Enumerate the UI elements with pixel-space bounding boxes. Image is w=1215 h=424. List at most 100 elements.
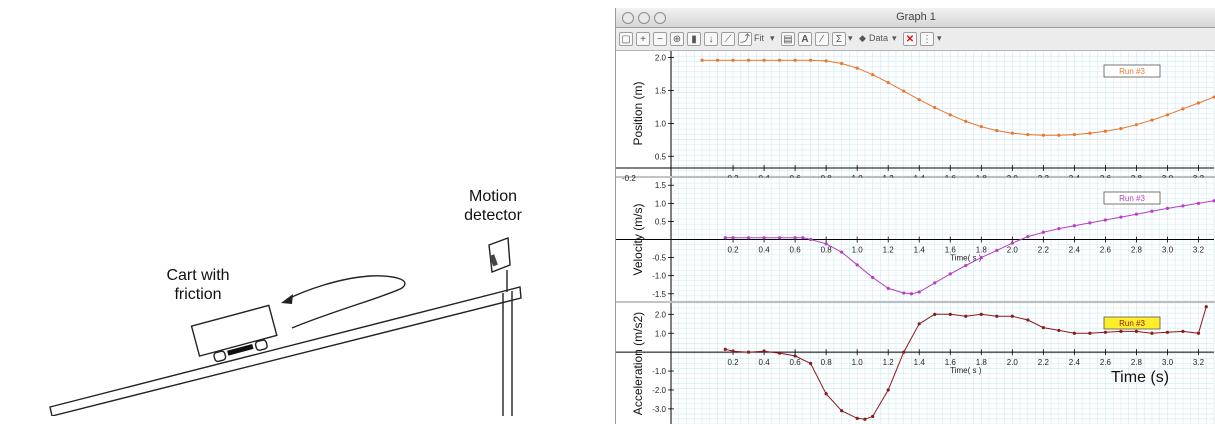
integral-icon[interactable]: Σ xyxy=(832,32,846,46)
y-axis-label: Velocity (m/s) xyxy=(631,203,645,275)
data-point xyxy=(871,275,875,280)
data-point xyxy=(933,105,937,110)
data-point xyxy=(1196,201,1201,205)
x-tick-label: 3.2 xyxy=(1193,246,1205,255)
data-point xyxy=(1057,227,1061,231)
minimize-window-button[interactable] xyxy=(638,12,650,24)
data-point xyxy=(1181,204,1185,208)
zoom-out-icon[interactable]: − xyxy=(653,32,667,46)
data-browser-icon[interactable]: ◆ xyxy=(859,33,866,43)
data-point xyxy=(979,255,983,260)
y-tick-label: 2.0 xyxy=(655,54,667,63)
graph-options-chevron-icon[interactable]: ▾ xyxy=(937,33,942,43)
data-point xyxy=(1181,329,1185,333)
window-title: Graph 1 xyxy=(896,11,936,23)
y-axis-label: Acceleration (m/s2) xyxy=(631,312,645,415)
graph-panel-1: -0.20.20.40.60.81.01.21.41.61.82.02.22.4… xyxy=(616,51,1215,191)
fit-dropdown-chevron-icon[interactable]: ▾ xyxy=(770,33,775,43)
incline-setup-drawing xyxy=(49,237,522,417)
legend-label: Run #3 xyxy=(1119,67,1145,76)
data-point xyxy=(1072,331,1076,335)
data-point xyxy=(731,236,735,240)
curve-fit-icon[interactable]: ⤴ xyxy=(738,32,752,46)
close-window-button[interactable] xyxy=(622,12,634,24)
y-tick-label: 1.0 xyxy=(655,119,667,128)
data-point xyxy=(1103,330,1107,334)
y-tick-label: 1.5 xyxy=(655,86,667,95)
data-point xyxy=(723,236,727,240)
data-point xyxy=(1204,305,1208,309)
data-point xyxy=(1119,127,1123,131)
tangent-icon[interactable]: ↓ xyxy=(704,32,718,46)
motion-detector-label: Motion detector xyxy=(464,188,522,224)
data-point xyxy=(1165,206,1170,210)
data-point xyxy=(1212,199,1215,203)
delete-icon[interactable]: ✕ xyxy=(903,32,917,46)
x-tick-label: 1.0 xyxy=(852,358,864,367)
data-dropdown-label[interactable]: Data xyxy=(869,33,889,43)
data-point xyxy=(855,416,859,420)
data-point xyxy=(964,263,968,268)
data-series-line xyxy=(725,306,1207,420)
data-point xyxy=(1119,329,1123,333)
data-point xyxy=(1103,129,1107,133)
data-point xyxy=(871,414,875,419)
data-point xyxy=(1072,132,1076,137)
data-point xyxy=(1196,331,1201,335)
fit-label[interactable]: Fit xyxy=(754,33,764,43)
data-point xyxy=(886,388,890,392)
grid-lines xyxy=(670,51,1215,177)
data-point xyxy=(1088,131,1092,135)
x-tick-label: 0.6 xyxy=(790,358,802,367)
data-point xyxy=(731,58,735,62)
data-point xyxy=(1119,215,1123,219)
x-tick-label: 0.2 xyxy=(727,246,739,255)
zoom-window-button[interactable] xyxy=(654,12,666,24)
linear-fit-icon[interactable]: ⟋ xyxy=(721,32,735,46)
direction-arrow-icon xyxy=(281,275,406,329)
y-tick-label: 1.0 xyxy=(655,199,667,208)
y-tick-label: -0.5 xyxy=(652,254,666,263)
x-tick-label: 1.4 xyxy=(914,246,926,255)
x-tick-label: 1.8 xyxy=(976,246,988,255)
text-annotation-icon[interactable]: A xyxy=(798,32,812,46)
data-point xyxy=(1010,131,1014,135)
x-tick-label: 0.4 xyxy=(759,358,771,367)
y-axis-label: Position (m) xyxy=(631,81,645,145)
x-tick-label: 2.8 xyxy=(1131,358,1143,367)
data-point xyxy=(995,248,999,252)
data-point xyxy=(1134,212,1139,216)
integral-dropdown-chevron-icon[interactable]: ▾ xyxy=(848,33,853,43)
data-point xyxy=(902,89,906,93)
zoom-in-icon[interactable]: + xyxy=(636,32,650,46)
data-point xyxy=(933,281,937,285)
data-point xyxy=(824,59,828,63)
statistics-icon[interactable]: ▤ xyxy=(781,32,795,46)
data-point xyxy=(979,312,983,316)
data-point xyxy=(917,290,921,294)
x-tick-label: 1.2 xyxy=(883,358,895,367)
data-point xyxy=(964,119,968,123)
x-tick-label: 1.6 xyxy=(945,358,957,367)
autoscale-icon[interactable]: ▢ xyxy=(619,32,633,46)
data-point xyxy=(762,236,766,240)
data-point xyxy=(1150,118,1154,122)
examine-icon[interactable]: ▮ xyxy=(687,32,701,46)
graph-window: Graph 1 ▢ + − ⊕ ▮ ↓ ⟋ ⤴ Fit ▾ ▤ A ⁄ Σ ▾ … xyxy=(615,8,1215,424)
model-icon[interactable]: ⁄ xyxy=(815,32,829,46)
y-tick-label: 1.0 xyxy=(655,329,667,338)
data-point xyxy=(1150,331,1154,335)
y-tick-label: -1.0 xyxy=(652,272,666,281)
x-axis-label: Time( s ) xyxy=(950,254,982,263)
data-point xyxy=(746,350,751,354)
data-point xyxy=(948,312,952,316)
data-point xyxy=(746,58,751,62)
cart-icon xyxy=(190,304,278,363)
grid-lines xyxy=(670,302,1215,424)
zoom-icon[interactable]: ⊕ xyxy=(670,32,684,46)
x-tick-label: 1.6 xyxy=(945,246,957,255)
data-point xyxy=(793,236,797,240)
graph-options-icon[interactable]: ⋮ xyxy=(920,32,934,46)
data-dropdown-chevron-icon[interactable]: ▾ xyxy=(892,33,897,43)
x-tick-label: 2.0 xyxy=(1007,358,1019,367)
